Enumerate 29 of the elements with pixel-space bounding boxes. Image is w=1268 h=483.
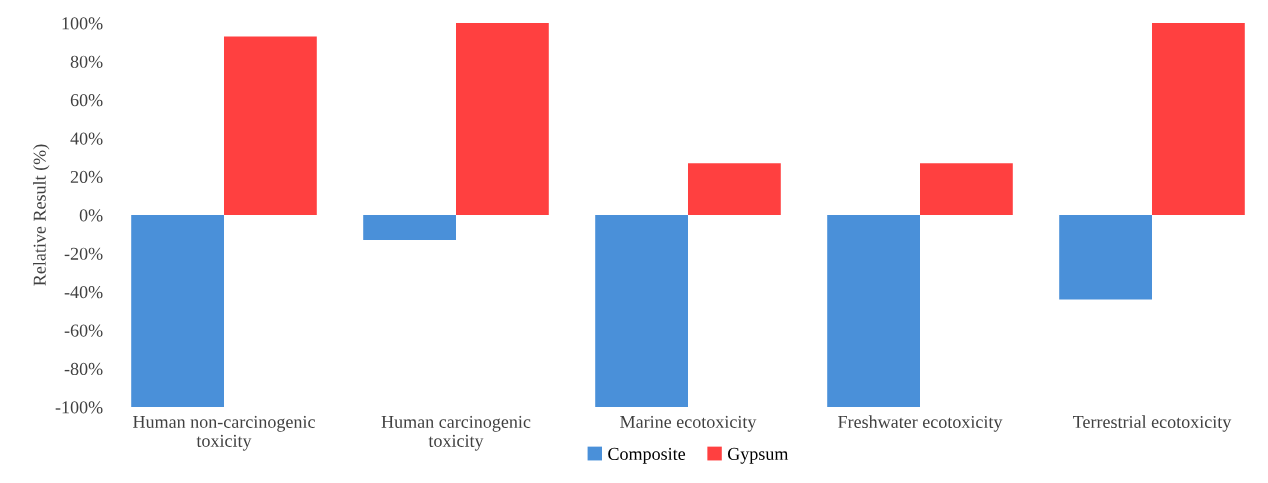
bar <box>1152 23 1245 215</box>
y-tick-label: 100% <box>62 17 103 30</box>
x-tick-label: Marine ecotoxicity <box>620 415 757 432</box>
bar <box>827 215 920 407</box>
y-tick-label: 20% <box>70 170 103 184</box>
bar <box>1059 215 1152 300</box>
bar <box>224 36 317 215</box>
y-tick-label: -100% <box>55 401 103 414</box>
y-tick-label: -40% <box>64 286 103 299</box>
y-tick-label: -60% <box>64 324 103 337</box>
bar <box>920 163 1013 215</box>
bar <box>131 215 224 407</box>
x-tick-label: Human carcinogenic toxicity <box>381 415 531 451</box>
y-axis-title: Relative Result (%) <box>33 144 50 286</box>
y-tick-label: -20% <box>64 247 103 260</box>
x-tick-label: Freshwater ecotoxicity <box>838 415 1003 432</box>
bar <box>595 215 688 407</box>
legend-label: Gypsum <box>727 447 789 464</box>
bar <box>456 23 549 215</box>
y-tick-label: 0% <box>79 209 103 222</box>
bar <box>363 215 456 240</box>
y-tick-label: 40% <box>70 132 103 145</box>
bar <box>688 163 781 215</box>
x-tick-label: Terrestrial ecotoxicity <box>1073 415 1232 432</box>
y-tick-label: 80% <box>70 55 103 68</box>
y-tick-label: 60% <box>70 94 103 107</box>
y-tick-label: -80% <box>64 362 103 376</box>
legend-label: Composite <box>608 447 686 464</box>
x-tick-label: Human non-carcinogenic toxicity <box>133 415 315 451</box>
